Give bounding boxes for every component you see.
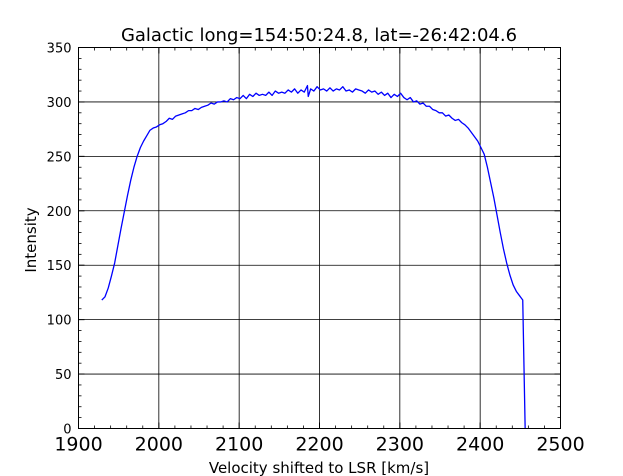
plot-frame — [78, 47, 561, 429]
y-tick-label: 100 — [47, 314, 72, 329]
x-tick-labels: 1900 2000 2100 2200 2300 2400 2500 — [54, 434, 584, 456]
series-line-0 — [101, 84, 526, 429]
x-tick-label: 2400 — [456, 434, 504, 456]
x-tick-label: 2500 — [536, 434, 584, 456]
grid — [78, 47, 561, 429]
y-tick-label: 150 — [47, 259, 72, 274]
y-tick-label: 250 — [47, 150, 72, 165]
y-axis-label: Intensity — [22, 207, 40, 272]
y-tick-label: 300 — [47, 96, 72, 111]
x-tick-label: 2000 — [135, 434, 183, 456]
y-tick-label: 50 — [55, 368, 72, 383]
x-axis-label: Velocity shifted to LSR [km/s] — [209, 459, 429, 476]
y-tick-label: 200 — [47, 205, 72, 220]
x-tick-label: 2300 — [376, 434, 424, 456]
y-tick-label: 0 — [63, 423, 71, 438]
y-tick-label: 350 — [47, 42, 72, 57]
series-layer — [101, 84, 526, 429]
x-tick-label: 2200 — [295, 434, 343, 456]
chart-title: Galactic long=154:50:24.8, lat=-26:42:04… — [121, 25, 517, 46]
y-tick-labels: 0 50 100 150 200 250 300 350 — [47, 42, 72, 438]
x-tick-label: 1900 — [54, 434, 102, 456]
x-tick-label: 2100 — [215, 434, 263, 456]
